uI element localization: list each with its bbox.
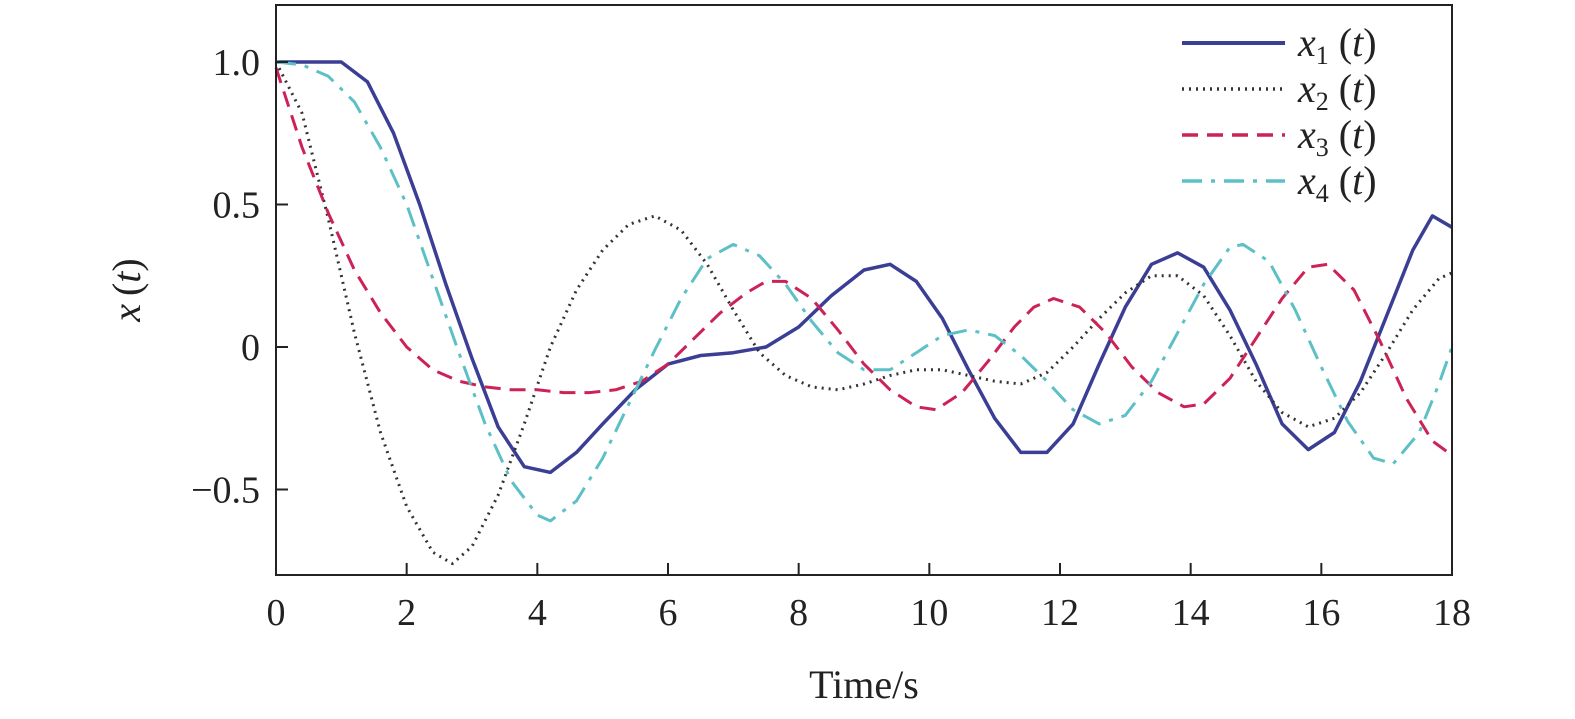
x-tick-label: 6: [659, 592, 678, 634]
x-tick-label: 0: [267, 592, 286, 634]
y-tick-label: 1.0: [213, 42, 261, 84]
plot-frame: [275, 4, 1453, 576]
y-tick-label: 0: [241, 327, 260, 369]
x-tick-label: 4: [528, 592, 547, 634]
y-axis-title-close: ): [104, 258, 149, 271]
x-tick-label: 12: [1041, 592, 1079, 634]
y-axis: −0.5 0 0.5 1.0: [191, 42, 288, 512]
x-axis-title: Time/s: [809, 662, 919, 707]
x-tick-label: 2: [397, 592, 416, 634]
series-line-x3: [274, 67, 1453, 457]
series-lines: [274, 60, 1454, 566]
y-axis-title-open: (: [104, 283, 149, 296]
y-axis-title-arg: t: [104, 271, 149, 283]
series-line-x2: [274, 61, 1453, 566]
legend-label-x3: x3 (t): [1297, 112, 1377, 162]
x-axis: 0 2 4 6 8 10 12 14 16 18: [267, 563, 1471, 634]
legend-label-x1: x1 (t): [1297, 20, 1377, 70]
legend-label-x4: x4 (t): [1297, 158, 1377, 208]
x-tick-label: 8: [789, 592, 808, 634]
y-axis-title-var: x: [104, 304, 149, 323]
legend: x1 (t)x2 (t)x3 (t)x4 (t): [1182, 20, 1377, 208]
x-tick-label: 14: [1172, 592, 1210, 634]
x-tick-label: 10: [910, 592, 948, 634]
x-tick-label: 18: [1433, 592, 1471, 634]
y-axis-title: x (t): [104, 258, 149, 323]
series-line-x4: [275, 60, 1454, 523]
series-line-x1: [276, 60, 1453, 475]
y-tick-label: −0.5: [191, 470, 260, 512]
x-tick-label: 16: [1302, 592, 1340, 634]
legend-label-x2: x2 (t): [1297, 66, 1377, 116]
y-tick-label: 0.5: [213, 185, 261, 227]
